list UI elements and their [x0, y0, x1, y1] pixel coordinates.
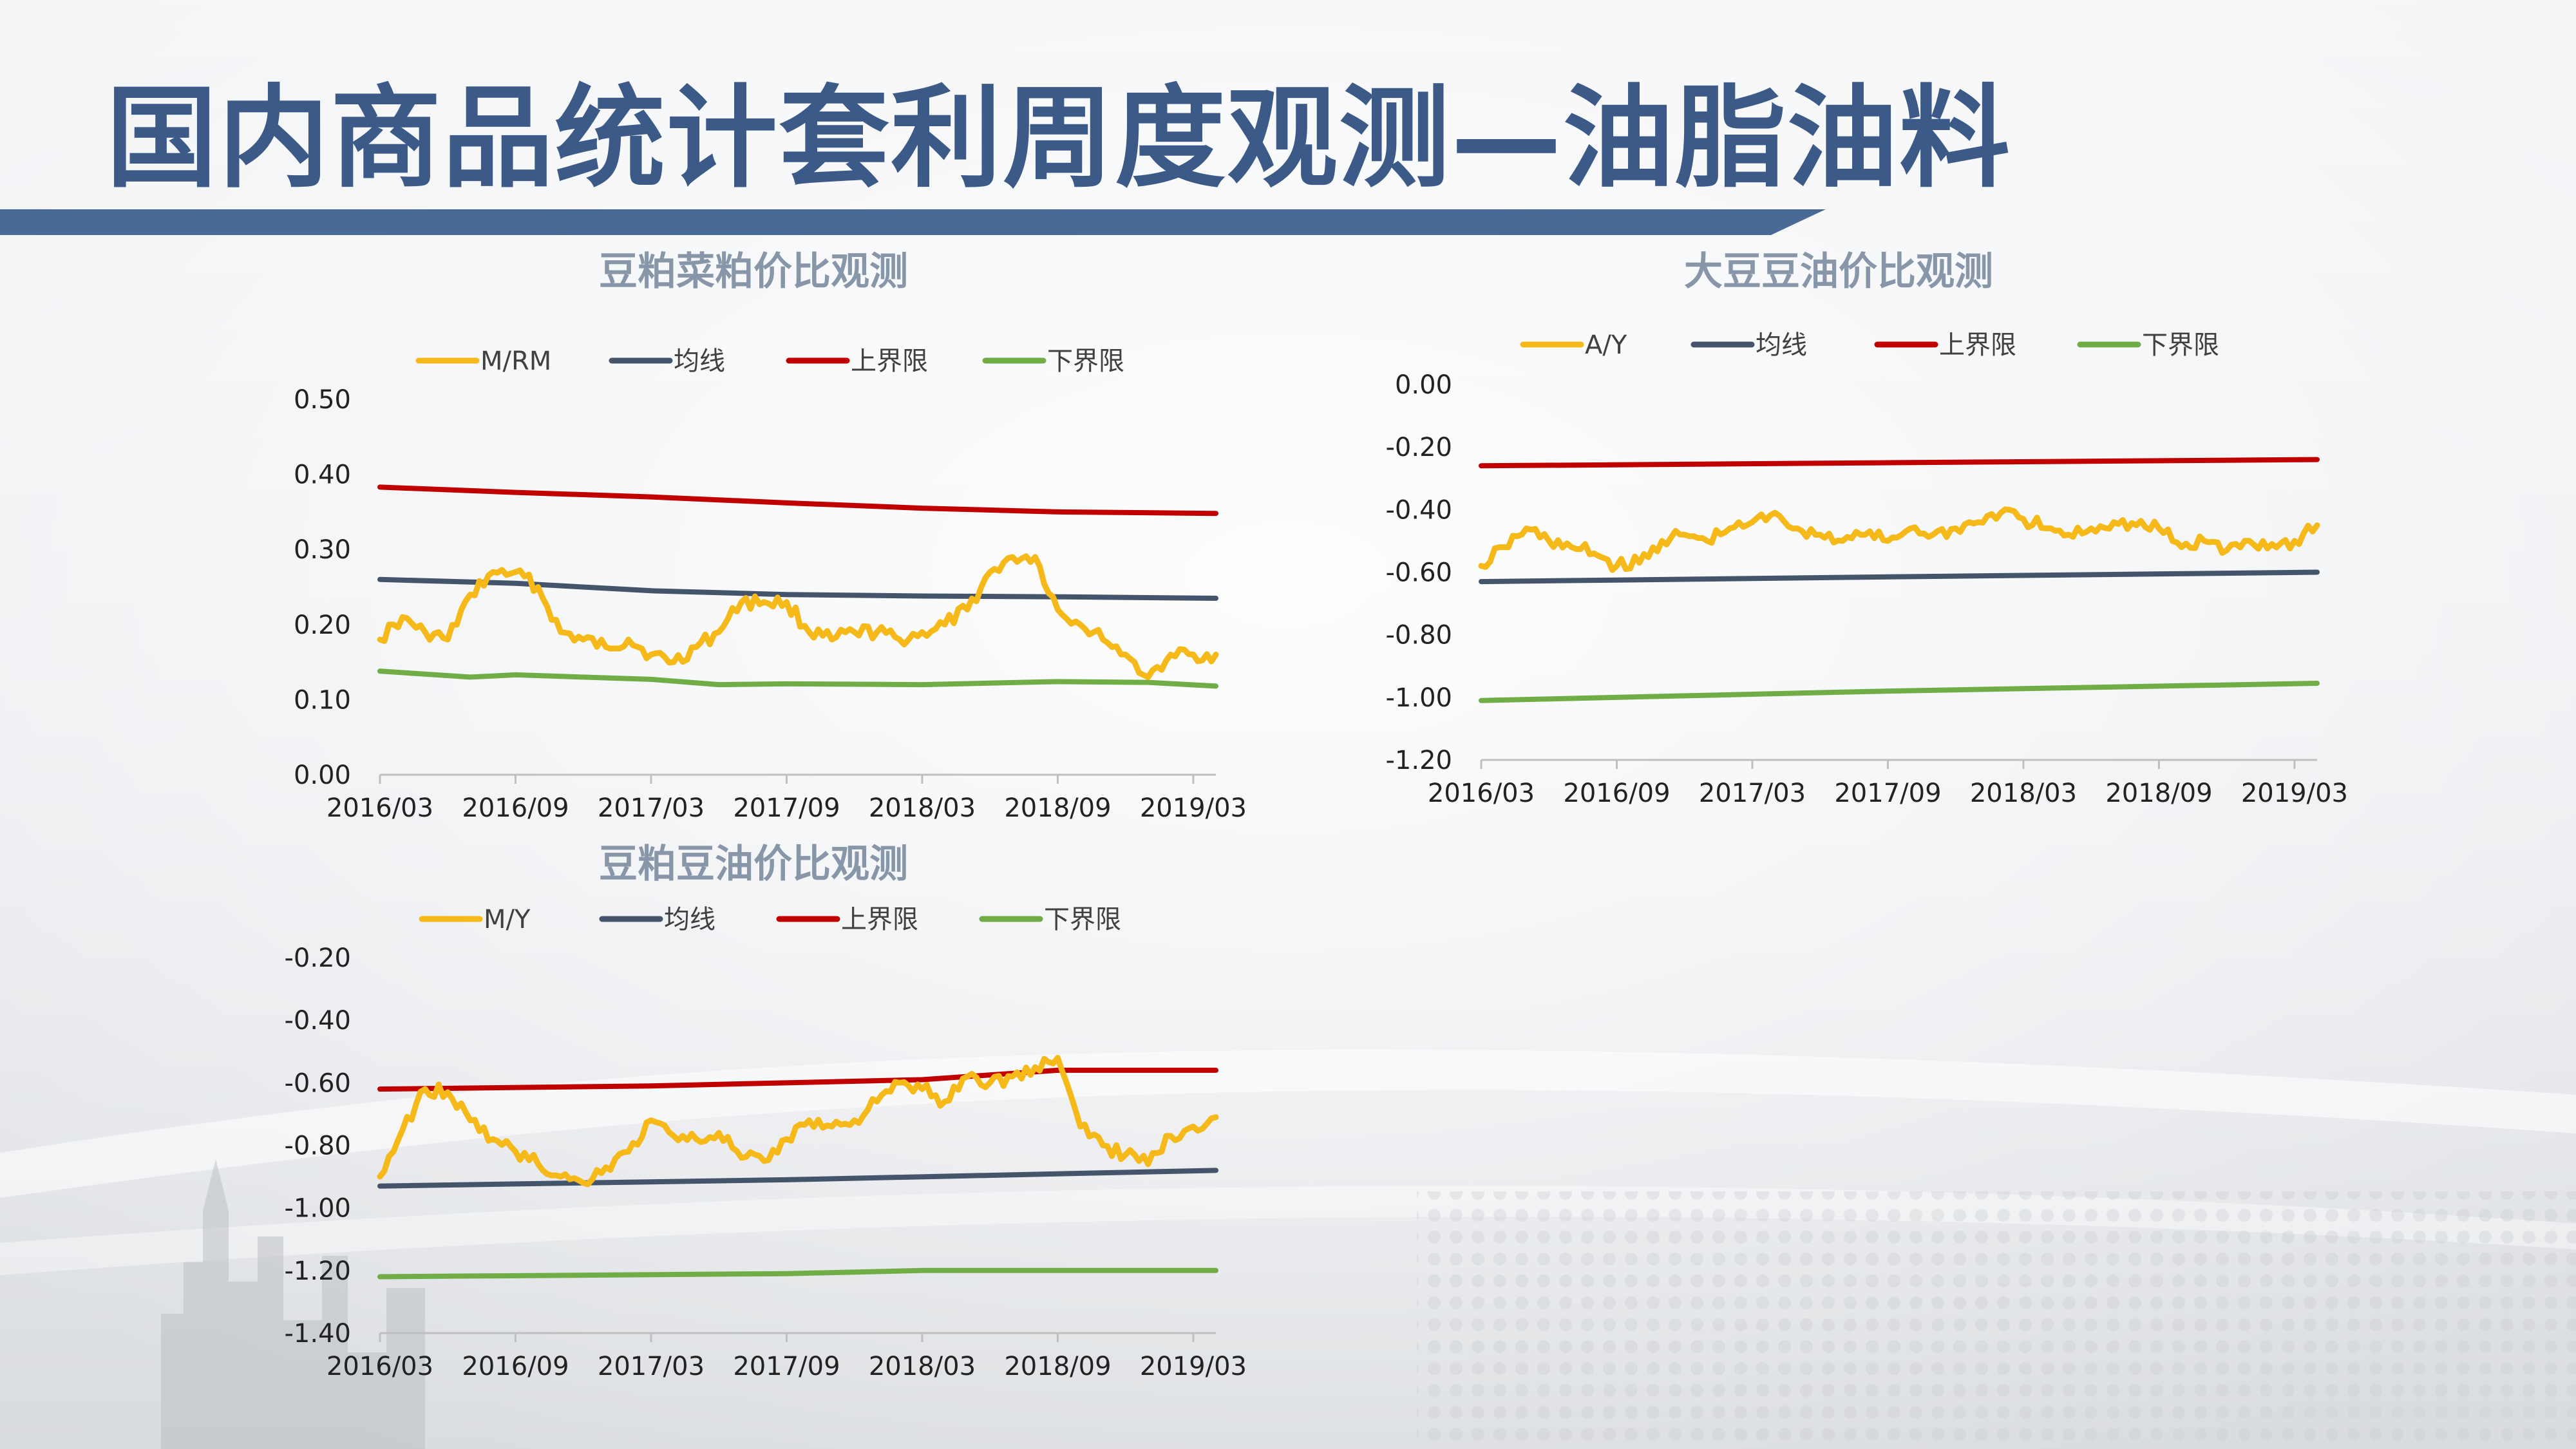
chart-title: 豆粕豆油价比观测	[599, 842, 908, 887]
legend-label: 均线	[674, 346, 725, 376]
series-line-0	[377, 553, 1219, 680]
series-line-1	[1479, 569, 2320, 585]
y-tick-label: -0.20	[285, 943, 352, 973]
legend-label: A/Y	[1585, 330, 1627, 360]
y-tick-label: 0.40	[294, 460, 351, 490]
legend-label: M/Y	[484, 905, 531, 934]
x-tick-label: 2018/09	[1004, 793, 1111, 823]
legend-label: 上界限	[841, 905, 918, 934]
series-line-3	[377, 668, 1218, 689]
x-tick-label: 2016/09	[462, 1352, 569, 1381]
x-tick-label: 2017/03	[1699, 779, 1806, 808]
x-tick-label: 2018/03	[869, 793, 976, 823]
x-tick-label: 2017/09	[1834, 779, 1941, 808]
y-tick-label: 0.50	[294, 385, 351, 415]
series-line-2	[377, 1067, 1218, 1092]
x-tick-label: 2018/03	[1970, 779, 2077, 808]
series-line-1	[377, 576, 1218, 601]
x-tick-label: 2019/03	[1140, 793, 1247, 823]
y-tick-label: 0.10	[294, 685, 351, 715]
y-tick-label: -0.40	[285, 1006, 352, 1036]
series-line-1	[377, 1168, 1218, 1189]
x-tick-label: 2016/03	[1428, 779, 1535, 808]
series-line-2	[1479, 457, 2320, 469]
x-tick-label: 2016/09	[462, 793, 569, 823]
x-tick-label: 2017/09	[733, 1352, 840, 1381]
legend-label: 均线	[664, 905, 715, 934]
legend-label: 下界限	[2142, 330, 2219, 360]
y-tick-label: -1.20	[285, 1256, 352, 1286]
chart-title: 大豆豆油价比观测	[1684, 249, 1993, 294]
chart-title: 豆粕菜粕价比观测	[599, 249, 908, 294]
y-tick-label: -0.40	[1386, 495, 1453, 525]
y-tick-label: -0.60	[1386, 558, 1453, 588]
x-tick-label: 2017/03	[598, 1352, 705, 1381]
y-tick-label: 0.00	[294, 761, 351, 790]
y-tick-label: 0.00	[1395, 370, 1452, 400]
x-tick-label: 2016/09	[1563, 779, 1670, 808]
legend-label: 上界限	[851, 346, 928, 376]
x-tick-label: 2018/09	[1004, 1352, 1111, 1381]
y-tick-label: -0.80	[285, 1132, 352, 1161]
y-tick-label: -0.60	[285, 1068, 352, 1098]
series-line-0	[377, 1055, 1219, 1188]
x-tick-label: 2019/03	[2241, 779, 2348, 808]
legend-label: 下界限	[1047, 346, 1124, 376]
x-tick-label: 2017/09	[733, 793, 840, 823]
x-tick-label: 2018/09	[2105, 779, 2212, 808]
y-tick-label: -1.00	[285, 1194, 352, 1224]
x-tick-label: 2017/03	[598, 793, 705, 823]
page-title: 国内商品统计套利周度观测—油脂油料	[106, 73, 2011, 203]
x-tick-label: 2019/03	[1140, 1352, 1247, 1381]
x-tick-label: 2016/03	[327, 793, 433, 823]
y-tick-label: -1.00	[1386, 683, 1453, 713]
series-line-2	[377, 484, 1218, 516]
y-tick-label: 0.30	[294, 535, 351, 565]
y-tick-label: -1.20	[1386, 746, 1453, 775]
series-line-3	[377, 1267, 1218, 1280]
legend-label: 均线	[1756, 330, 1807, 360]
y-tick-label: 0.20	[294, 611, 351, 640]
y-tick-label: -0.20	[1386, 433, 1453, 462]
series-line-0	[1478, 506, 2320, 573]
y-tick-label: -1.40	[285, 1319, 352, 1349]
x-tick-label: 2018/03	[869, 1352, 976, 1381]
y-tick-label: -0.80	[1386, 621, 1453, 650]
x-tick-label: 2016/03	[327, 1352, 433, 1381]
legend-label: 上界限	[1939, 330, 2016, 360]
series-line-3	[1479, 681, 2320, 703]
title-underline-band	[0, 209, 1826, 235]
legend-label: M/RM	[480, 346, 551, 376]
legend-label: 下界限	[1044, 905, 1121, 934]
